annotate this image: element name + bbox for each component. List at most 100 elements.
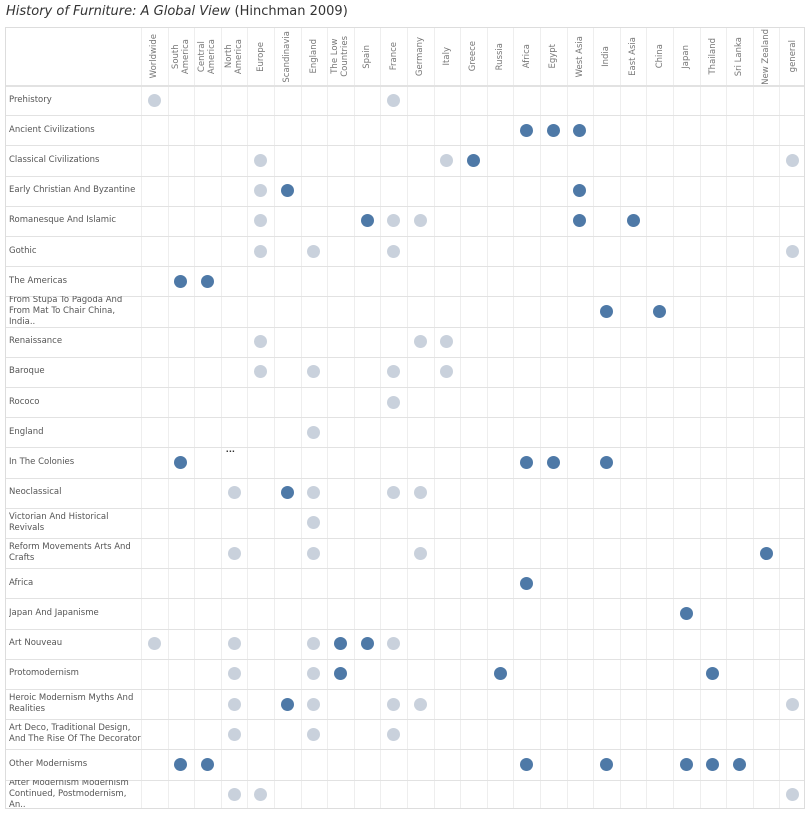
data-point-light — [413, 214, 427, 228]
column-header-label: Worldwide — [149, 34, 160, 79]
title-sub: (Hinchman 2009) — [234, 4, 348, 19]
row-divider — [6, 326, 804, 328]
data-point-light — [786, 244, 800, 258]
data-point-dark — [360, 214, 374, 228]
header-divider — [6, 85, 804, 87]
column-header: New Zealand — [753, 28, 780, 85]
row-label: Rococo — [9, 396, 40, 407]
data-point-dark — [280, 184, 294, 198]
data-point-dark — [493, 667, 507, 681]
data-point-dark — [600, 456, 613, 469]
row-label: Protomodernism — [9, 668, 79, 679]
data-point-light — [227, 637, 241, 651]
column-header-label: Europe — [255, 41, 266, 72]
row-label: Renaissance — [9, 336, 63, 347]
row-label: From Stupa To Pagoda And From Mat To Cha… — [9, 296, 123, 327]
data-point-dark — [520, 456, 534, 469]
data-point-light — [387, 214, 401, 228]
row-label: Neoclassical — [9, 487, 62, 498]
column-header-label: Egypt — [548, 44, 559, 69]
row-divider — [6, 507, 804, 509]
column-header-label: England — [308, 39, 319, 74]
data-point-dark — [706, 758, 720, 771]
column-header-label: West Asia — [574, 35, 585, 78]
row-divider — [6, 356, 804, 358]
data-point-dark — [573, 184, 587, 198]
row-label: England — [9, 426, 44, 437]
row-label: In The Colonies — [9, 456, 75, 467]
column-header-label: East Asia — [628, 37, 639, 76]
data-point-light — [387, 395, 401, 409]
column-header: India — [593, 28, 620, 85]
data-point-dark — [520, 123, 534, 137]
data-point-dark — [600, 305, 613, 318]
column-header: general — [779, 28, 806, 85]
data-point-light — [387, 365, 401, 379]
column-header-label: Greece — [468, 41, 479, 72]
row-divider — [6, 477, 804, 479]
row-label: Japan And Japanisme — [9, 607, 99, 618]
row-divider — [6, 145, 804, 147]
row-divider — [6, 296, 804, 298]
data-point-light — [307, 697, 321, 711]
column-header-label: Africa — [521, 44, 532, 69]
data-point-light — [307, 516, 321, 530]
column-header-label: Thailand — [707, 38, 718, 75]
row-label: Classical Civilizations — [9, 154, 100, 165]
data-point-dark — [546, 123, 560, 137]
data-point-light — [254, 335, 268, 349]
data-point-light — [786, 697, 800, 711]
data-point-light — [307, 667, 321, 681]
row-divider — [6, 689, 804, 690]
data-point-light — [440, 335, 454, 349]
row-label: Romanesque And Islamic — [9, 215, 117, 226]
column-header-label: South America — [170, 38, 191, 75]
data-point-light — [786, 788, 800, 802]
row-label: Art Nouveau — [9, 638, 63, 649]
data-point-dark — [334, 667, 347, 681]
row-divider — [6, 568, 804, 570]
column-header: East Asia — [620, 28, 647, 85]
data-point-light — [254, 184, 268, 198]
row-divider — [6, 266, 804, 268]
data-point-dark — [360, 637, 374, 651]
data-point-light — [254, 214, 268, 228]
data-point-dark — [201, 758, 214, 771]
column-header: Scandinavia — [274, 28, 301, 85]
data-point-dark — [174, 456, 188, 469]
column-header: Africa — [513, 28, 540, 85]
data-point-light — [307, 486, 321, 500]
data-point-dark — [467, 154, 480, 167]
column-header: Japan — [673, 28, 700, 85]
column-header: Central America — [194, 28, 221, 85]
data-point-light — [147, 637, 161, 651]
column-header: North America — [221, 28, 248, 85]
data-point-dark — [733, 758, 746, 771]
data-point-light — [440, 154, 454, 167]
chart-title: History of Furniture: A Global View (Hin… — [6, 4, 348, 19]
row-label: Art Deco, Traditional Design, And The Ri… — [9, 723, 141, 745]
column-header: Egypt — [540, 28, 567, 85]
row-label: Early Christian And Byzantine — [9, 185, 136, 196]
data-point-light — [254, 788, 268, 802]
column-header: Sri Lanka — [726, 28, 753, 85]
data-point-light — [413, 546, 427, 560]
title-main: History of Furniture: A Global View — [6, 4, 231, 19]
data-point-light — [387, 637, 401, 651]
data-point-dark — [600, 758, 613, 771]
data-point-light — [227, 667, 241, 681]
column-header-label: North America — [224, 38, 245, 75]
row-divider — [6, 749, 804, 751]
row-divider — [6, 538, 804, 539]
data-point-dark — [201, 274, 214, 288]
data-point-dark — [679, 758, 693, 771]
data-point-dark — [520, 576, 534, 590]
data-point-light — [307, 637, 321, 651]
column-header-label: Germany — [415, 36, 426, 77]
column-header-label: Spain — [362, 44, 373, 69]
matrix-grid: Worldwide South America Central America Nor… — [5, 27, 806, 810]
column-header-label: Japan — [681, 44, 692, 69]
column-header: France — [380, 28, 407, 85]
row-divider — [6, 115, 804, 117]
data-point-dark — [280, 486, 294, 500]
